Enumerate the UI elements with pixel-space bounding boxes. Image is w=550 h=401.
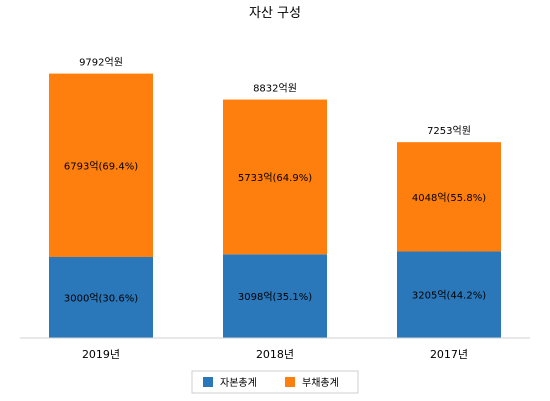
bar-segment-equity-2	[397, 251, 501, 338]
segment-label-equity-0: 3000억(30.6%)	[64, 293, 138, 305]
x-tick-label-1: 2018년	[256, 348, 294, 361]
segment-label-equity-1: 3098억(35.1%)	[238, 291, 312, 303]
legend-swatch-equity	[203, 377, 213, 387]
bar-segment-liabilities-2	[397, 142, 501, 252]
segment-label-liabilities-1: 5733억(64.9%)	[238, 172, 312, 184]
bars: 3000억(30.6%) 6793억(69.4%) 9792억원 3098억(35.1…	[49, 57, 501, 338]
total-label-0: 9792억원	[79, 57, 123, 69]
chart-title: 자산 구성	[249, 6, 301, 21]
bar-segment-equity-0	[49, 257, 153, 338]
legend: 자본총계 부채총계	[203, 377, 339, 389]
total-label-2: 7253억원	[427, 125, 471, 137]
segment-label-liabilities-2: 4048억(55.8%)	[412, 192, 486, 204]
x-tick-label-0: 2019년	[82, 348, 120, 361]
legend-label-equity: 자본총계	[220, 377, 257, 389]
x-tick-label-2: 2017년	[430, 348, 468, 361]
legend-label-liabilities: 부채총계	[302, 377, 339, 389]
x-axis-ticks: 2019년 2018년 2017년	[82, 348, 468, 361]
bar-segment-liabilities-1	[223, 99, 327, 255]
segment-label-equity-2: 3205억(44.2%)	[412, 290, 486, 302]
legend-box	[191, 370, 359, 394]
legend-swatch-liabilities	[285, 377, 295, 387]
bar-segment-equity-1	[223, 254, 327, 338]
segment-label-liabilities-0: 6793억(69.4%)	[64, 160, 138, 172]
total-label-1: 8832억원	[253, 83, 297, 95]
bar-segment-liabilities-0	[49, 73, 153, 258]
